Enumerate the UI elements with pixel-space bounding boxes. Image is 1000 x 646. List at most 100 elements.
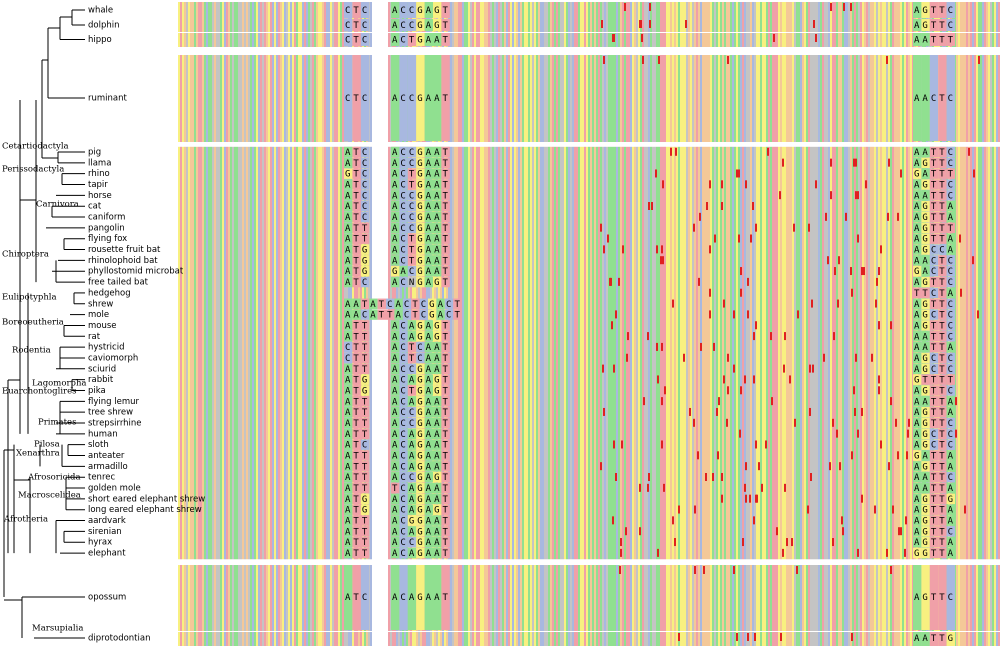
marker <box>880 440 882 449</box>
base-cell <box>407 211 417 223</box>
base-cell <box>352 565 361 630</box>
marker <box>619 566 621 574</box>
alignment-column <box>184 0 186 646</box>
base-cell <box>921 222 930 234</box>
alignment-column <box>846 0 848 646</box>
base-cell <box>444 309 454 320</box>
marker <box>603 245 605 254</box>
sequence: ACCGAAT <box>392 224 451 234</box>
alignment-column <box>780 0 782 646</box>
base-cell <box>407 146 417 158</box>
alignment-column <box>252 0 254 646</box>
alignment-column <box>648 0 650 646</box>
alignment-column <box>554 0 556 646</box>
sequence: ACCGAAT <box>392 148 451 158</box>
marker <box>697 451 699 460</box>
base-cell <box>946 331 955 342</box>
base-cell <box>344 266 353 277</box>
base-cell <box>399 222 408 234</box>
base-cell <box>391 341 400 353</box>
base-cell <box>921 504 930 515</box>
alignment-column <box>250 0 252 646</box>
base-cell <box>938 385 947 396</box>
base-cell <box>407 374 417 385</box>
base-cell <box>352 201 361 212</box>
marker <box>651 202 653 210</box>
base-cell <box>938 515 947 526</box>
alignment-column <box>304 0 306 646</box>
base-cell <box>391 374 400 385</box>
alignment-column <box>860 0 862 646</box>
alignment-column <box>760 0 762 646</box>
alignment-column <box>694 0 696 646</box>
alignment <box>176 0 1000 646</box>
alignment-column <box>984 0 986 646</box>
base-cell <box>344 19 353 31</box>
alignment-column <box>794 0 796 646</box>
base-cell <box>407 547 417 559</box>
base-cell <box>929 201 939 212</box>
alignment-column <box>498 0 500 646</box>
taxon-name: sloth <box>88 440 109 450</box>
base-cell <box>946 526 955 537</box>
marker <box>745 462 747 471</box>
sequence: AGTTC <box>914 181 956 191</box>
base-cell <box>436 309 445 320</box>
marker <box>886 548 888 557</box>
sequence: ACAGAAT <box>392 495 451 505</box>
base-cell <box>913 374 922 385</box>
marker <box>780 633 782 641</box>
alignment-column <box>666 0 668 646</box>
marker <box>857 429 859 438</box>
base-cell <box>407 157 417 169</box>
marker <box>767 147 769 156</box>
base-cell <box>938 320 947 331</box>
alignment-column <box>248 0 250 646</box>
base-cell <box>391 504 400 515</box>
base-cell <box>407 406 417 418</box>
base-cell <box>352 439 361 450</box>
marker <box>829 462 831 471</box>
marker <box>736 633 738 641</box>
marker <box>761 483 763 492</box>
base-cell <box>441 537 450 548</box>
base-cell <box>946 352 955 364</box>
alignment-column <box>704 0 706 646</box>
marker <box>850 3 852 11</box>
marker <box>613 34 615 42</box>
alignment-column <box>910 0 912 646</box>
base-cell <box>352 146 361 158</box>
alignment-column <box>182 0 184 646</box>
tree <box>3 9 85 639</box>
base-cell <box>433 504 442 515</box>
base-cell <box>913 565 922 630</box>
base-cell <box>938 2 947 18</box>
alignment-column <box>740 0 742 646</box>
base-cell <box>929 276 939 288</box>
alignment-column <box>538 0 540 646</box>
base-cell <box>352 55 361 141</box>
base-cell <box>441 461 450 472</box>
base-cell <box>453 298 462 309</box>
alignment-column <box>342 0 344 646</box>
base-cell <box>921 157 930 169</box>
base-cell <box>433 374 442 385</box>
alignment-column <box>514 0 516 646</box>
base-cell <box>921 472 930 483</box>
alignment-column <box>266 0 268 646</box>
taxon-name: caviomorph <box>88 353 138 363</box>
sequence: AGCTC <box>914 430 956 440</box>
base-cell <box>913 537 922 548</box>
base-cell <box>921 2 930 18</box>
marker <box>836 429 838 438</box>
base-cell <box>921 439 930 450</box>
marker <box>627 332 629 341</box>
alignment-column <box>796 0 798 646</box>
marker <box>830 191 832 200</box>
base-cell <box>929 493 939 505</box>
base-cell <box>360 493 370 505</box>
marker <box>857 234 859 243</box>
sequence: ATC <box>345 213 370 223</box>
marker <box>861 494 863 503</box>
base-cell <box>416 179 425 190</box>
